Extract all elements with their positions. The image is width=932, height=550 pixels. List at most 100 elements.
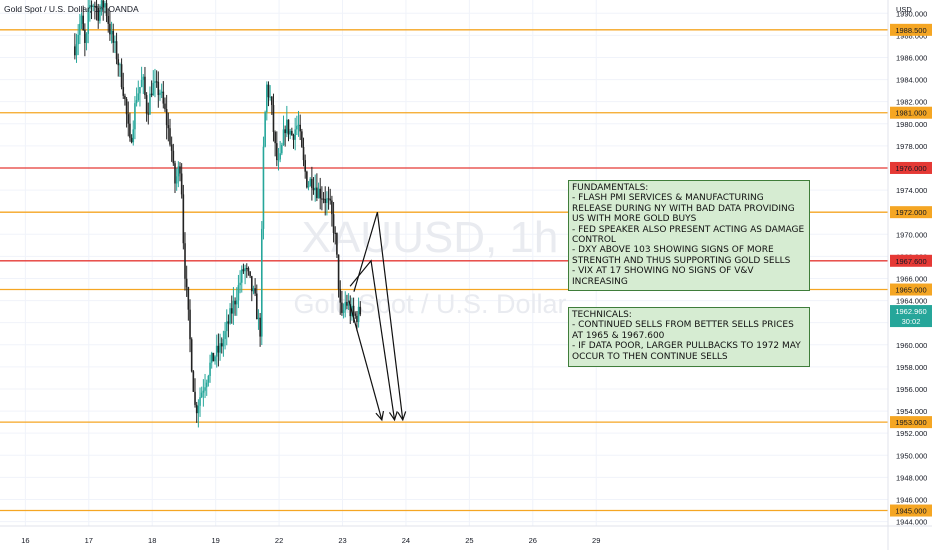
candle-body [306,171,308,188]
candle-body [144,76,146,96]
candle-body [75,44,78,56]
candle-body [234,300,236,305]
candle-body [207,375,210,383]
candle-body [197,405,200,414]
candle-body [245,268,248,270]
candle-body [269,96,271,98]
fundamentals-note[interactable]: FUNDAMENTALS: - FLASH PMI SERVICES & MAN… [568,180,810,291]
technicals-note[interactable]: TECHNICALS: - CONTINUED SELLS FROM BETTE… [568,307,810,367]
candle-body [204,387,206,391]
candle-body [142,76,145,81]
candle-body [301,131,303,147]
candle-body [77,34,79,45]
candle-body [342,309,345,313]
price-tick-label: 1990.000 [896,9,927,18]
candle-body [230,308,233,314]
candle-body [329,198,332,201]
symbol-title[interactable]: Gold Spot / U.S. Dollar, 1h, OANDA [4,4,139,14]
candle-body [250,276,253,292]
price-tick-label: 1954.000 [896,407,927,416]
price-tick-label: 1980.000 [896,120,927,129]
price-tick-label: 1984.000 [896,76,927,85]
candle-body [249,271,251,277]
candle-body [271,96,273,106]
candle-body [282,129,285,146]
candle-body [244,268,246,272]
candle-body [227,321,230,324]
candle-body [302,146,305,161]
candle-body [89,5,91,9]
candle-body [154,81,156,83]
candle-body [215,345,218,357]
price-tick-label: 1986.000 [896,53,927,62]
time-tick-label: 29 [592,536,600,545]
candle-body [307,185,310,188]
candle-body [281,145,283,154]
candle-body [165,109,168,126]
candle-body [289,130,291,135]
candle-body [132,129,135,143]
candle-body [299,124,301,132]
candle-body [117,59,120,66]
candle-body [337,254,340,290]
time-tick-label: 17 [85,536,93,545]
level-price-tag [890,416,932,429]
price-tick-label: 1988.000 [896,31,927,40]
level-price-tag [890,161,932,174]
candle-body [192,371,195,392]
price-tick-label: 1952.000 [896,429,927,438]
candle-body [317,188,320,199]
level-price-label: 1972.000 [895,208,926,217]
candle-body [304,160,306,172]
watermark-name: Gold Spot / U.S. Dollar [293,289,566,319]
candle-body [291,130,293,136]
candle-body [127,114,130,124]
candle-body [119,64,121,66]
candle-body [92,5,95,8]
candle-body [147,113,150,115]
candle-body [267,84,270,98]
arrow-head [397,411,407,422]
candle-body [286,119,288,134]
candle-body [352,305,355,314]
candle-body [321,198,323,200]
candle-body [349,304,352,317]
candle-body [316,187,318,199]
candle-body [297,124,300,126]
candle-body [104,3,106,8]
projection-arrow [349,259,396,421]
candle-body [145,95,148,114]
price-tick-label: 1944.000 [896,518,927,527]
price-axis-bg [888,0,932,550]
candle-body [97,7,100,21]
price-tick-label: 1958.000 [896,363,927,372]
candle-body [179,166,181,174]
candle-body [125,99,128,115]
countdown-label: 30:02 [902,317,921,326]
candle-body [102,0,105,8]
candle-body [344,302,347,310]
level-price-label: 1945.000 [895,507,926,516]
candle-body [180,173,183,195]
candle-body [254,288,256,294]
candle-body [84,30,86,43]
candle-body [105,3,108,16]
candle-body [235,300,238,305]
candle-body [95,5,98,8]
candle-body [112,30,115,43]
candle-body [150,93,153,96]
candle-body [224,331,226,339]
candle-body [130,137,133,143]
candle-body [217,345,220,353]
price-tick-label: 1946.000 [896,495,927,504]
candle-body [296,125,298,130]
candle-body [252,288,255,292]
candle-body [240,269,243,283]
candle-body [222,338,225,347]
level-price-tag [890,106,932,119]
candle-body [259,317,261,337]
candle-body [356,315,358,323]
candle-body [134,103,136,130]
